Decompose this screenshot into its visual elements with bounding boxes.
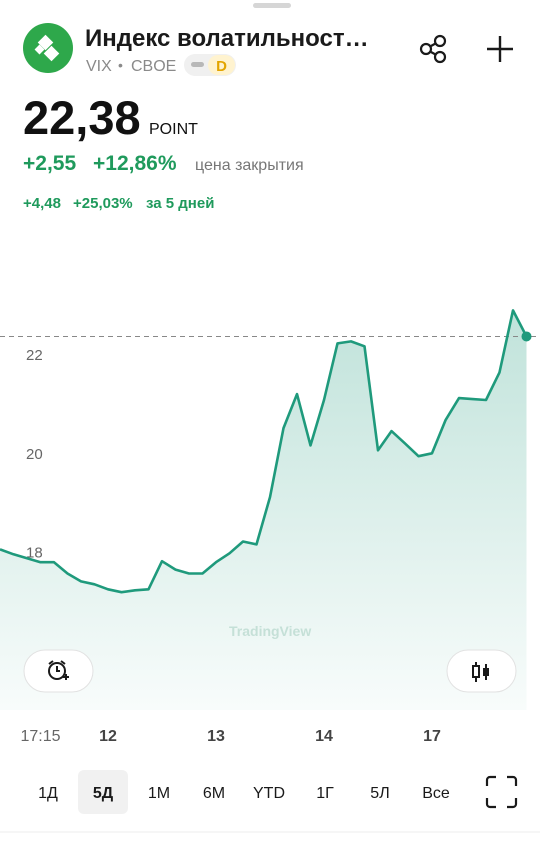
period-note: за 5 дней	[146, 195, 214, 212]
last-point	[521, 331, 532, 342]
y-tick-label: 22	[26, 347, 43, 364]
price-line	[0, 309, 528, 594]
x-tick-label: 17	[423, 728, 441, 745]
period-change: +4,48	[23, 195, 61, 212]
unit: POINT	[149, 121, 198, 138]
area	[0, 310, 527, 710]
chart-style-button[interactable]	[446, 649, 517, 693]
period-button[interactable]: 1Д	[38, 785, 58, 802]
share-button[interactable]	[419, 34, 447, 64]
change: +2,55	[23, 152, 76, 175]
badge: D	[184, 54, 236, 76]
period-button[interactable]: 5Д	[93, 785, 114, 802]
x-tick-label: 17:15	[20, 728, 60, 745]
drag-handle	[253, 3, 291, 8]
add-button[interactable]	[487, 36, 513, 62]
logo	[23, 23, 73, 73]
exchange: CBOE	[131, 58, 176, 75]
y-tick-label: 20	[26, 446, 43, 463]
x-tick-label: 12	[99, 728, 117, 745]
alarm-button[interactable]	[23, 649, 94, 693]
badge-label: D	[216, 58, 227, 75]
separator: •	[118, 57, 123, 73]
change-note: цена закрытия	[195, 157, 304, 174]
period-button[interactable]: YTD	[253, 785, 285, 802]
fullscreen-button[interactable]	[485, 775, 518, 809]
x-tick-label: 14	[315, 728, 333, 745]
period-button[interactable]: Все	[422, 785, 450, 802]
change-percent: +12,86%	[93, 152, 177, 175]
period-button[interactable]: 5Л	[370, 785, 389, 802]
price: 22,38	[23, 91, 141, 144]
ticker: VIX	[86, 58, 112, 75]
title: Индекс волатильност…	[85, 25, 369, 52]
period-selected	[78, 770, 128, 814]
period-button[interactable]: 1М	[148, 785, 170, 802]
period-button[interactable]: 6М	[203, 785, 225, 802]
x-tick-label: 13	[207, 728, 225, 745]
y-tick-label: 18	[26, 544, 43, 561]
period-button[interactable]: 1Г	[316, 785, 334, 802]
period-change-percent: +25,03%	[73, 195, 133, 212]
period-bar: 1Д 5Д 1М 6М YTD 1Г 5Л Все	[38, 770, 450, 814]
